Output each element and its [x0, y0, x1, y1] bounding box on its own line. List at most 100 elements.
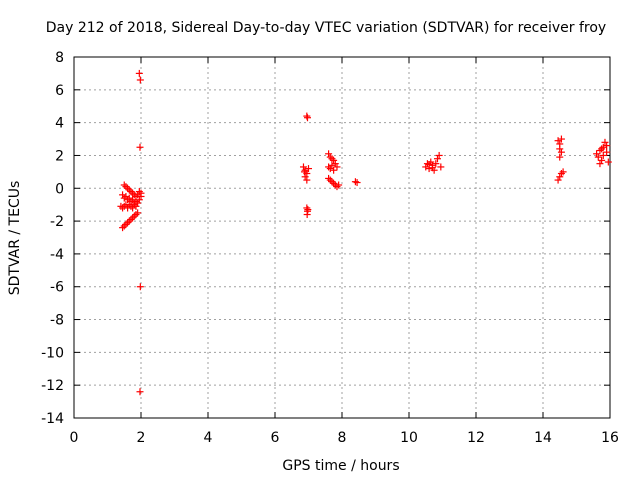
data-point [423, 160, 431, 168]
y-tick-label: 6 [55, 83, 64, 99]
data-point [328, 155, 336, 163]
x-axis-label: GPS time / hours [282, 458, 399, 474]
data-point [559, 168, 567, 176]
data-point [303, 204, 311, 212]
data-point [556, 153, 564, 161]
y-tick-label: 0 [55, 181, 64, 197]
data-point [435, 151, 443, 159]
data-point [132, 202, 140, 210]
data-point [326, 153, 334, 161]
x-tick-label: 12 [467, 430, 485, 446]
data-point [136, 76, 144, 84]
data-point [135, 196, 143, 204]
y-tick-label: 4 [55, 116, 64, 132]
data-point [437, 163, 445, 171]
data-point [557, 170, 565, 178]
data-point [601, 138, 609, 146]
data-point [136, 143, 144, 151]
data-point [596, 160, 604, 168]
data-point [304, 206, 312, 214]
data-point [351, 178, 359, 186]
data-point [122, 192, 130, 200]
data-point [598, 145, 606, 153]
data-point [428, 164, 436, 172]
data-point [129, 214, 137, 222]
data-point [353, 179, 361, 187]
data-point [120, 181, 128, 189]
x-tick-label: 10 [400, 430, 418, 446]
data-point [136, 283, 144, 291]
data-point [335, 181, 343, 189]
data-point [303, 176, 311, 184]
data-point [135, 188, 143, 196]
data-point [125, 194, 133, 202]
data-point [325, 174, 333, 182]
data-point [129, 189, 137, 197]
data-point [122, 183, 130, 191]
data-point [137, 192, 145, 200]
x-tick-label: 14 [534, 430, 552, 446]
data-point [331, 160, 339, 168]
data-point [328, 178, 336, 186]
data-point [120, 202, 128, 210]
x-tick-label: 2 [137, 430, 146, 446]
data-point [134, 191, 142, 199]
y-tick-label: -6 [50, 280, 64, 296]
data-point [119, 191, 127, 199]
x-tick-label: 16 [601, 430, 619, 446]
data-point [598, 156, 606, 164]
data-point [127, 215, 135, 223]
data-point [301, 173, 309, 181]
data-point [557, 148, 565, 156]
data-point [326, 165, 334, 173]
data-point [325, 163, 333, 171]
data-point [325, 150, 333, 158]
y-tick-label: -2 [50, 214, 64, 230]
data-point [603, 148, 611, 156]
data-point [300, 168, 308, 176]
y-tick-label: -12 [41, 378, 64, 394]
data-point [333, 163, 341, 171]
data-point [333, 183, 341, 191]
data-point [433, 155, 441, 163]
data-point [432, 160, 440, 168]
y-tick-label: -4 [50, 247, 64, 263]
data-point [127, 188, 135, 196]
data-point [125, 186, 133, 194]
y-tick-label: 2 [55, 148, 64, 164]
data-point [599, 151, 607, 159]
data-point [130, 201, 138, 209]
data-point [330, 179, 338, 187]
y-axis-label: SDTVAR / TECUs [7, 181, 23, 296]
data-point [299, 163, 307, 171]
data-point [596, 147, 604, 155]
data-points [117, 69, 612, 396]
data-point [603, 142, 611, 150]
x-tick-label: 8 [338, 430, 347, 446]
data-point [135, 69, 143, 77]
data-point [594, 153, 602, 161]
data-point [326, 176, 334, 184]
data-point [122, 220, 130, 228]
data-point [129, 196, 137, 204]
data-point [130, 212, 138, 220]
data-point [593, 150, 601, 158]
data-point [328, 161, 336, 169]
x-tick-label: 0 [70, 430, 79, 446]
data-point [136, 388, 144, 396]
y-tick-label: 8 [55, 50, 64, 66]
data-point [557, 135, 565, 143]
data-point [425, 160, 433, 168]
data-point [305, 165, 312, 173]
data-point [303, 211, 311, 219]
chart-title: Day 212 of 2018, Sidereal Day-to-day VTE… [46, 20, 606, 36]
y-tick-label: -10 [41, 345, 64, 361]
data-point [599, 143, 607, 151]
data-point [330, 166, 338, 174]
data-point [132, 211, 140, 219]
data-point [554, 137, 562, 145]
data-point [134, 209, 142, 217]
data-point [303, 112, 311, 120]
data-point [554, 176, 562, 184]
x-tick-label: 6 [271, 430, 280, 446]
